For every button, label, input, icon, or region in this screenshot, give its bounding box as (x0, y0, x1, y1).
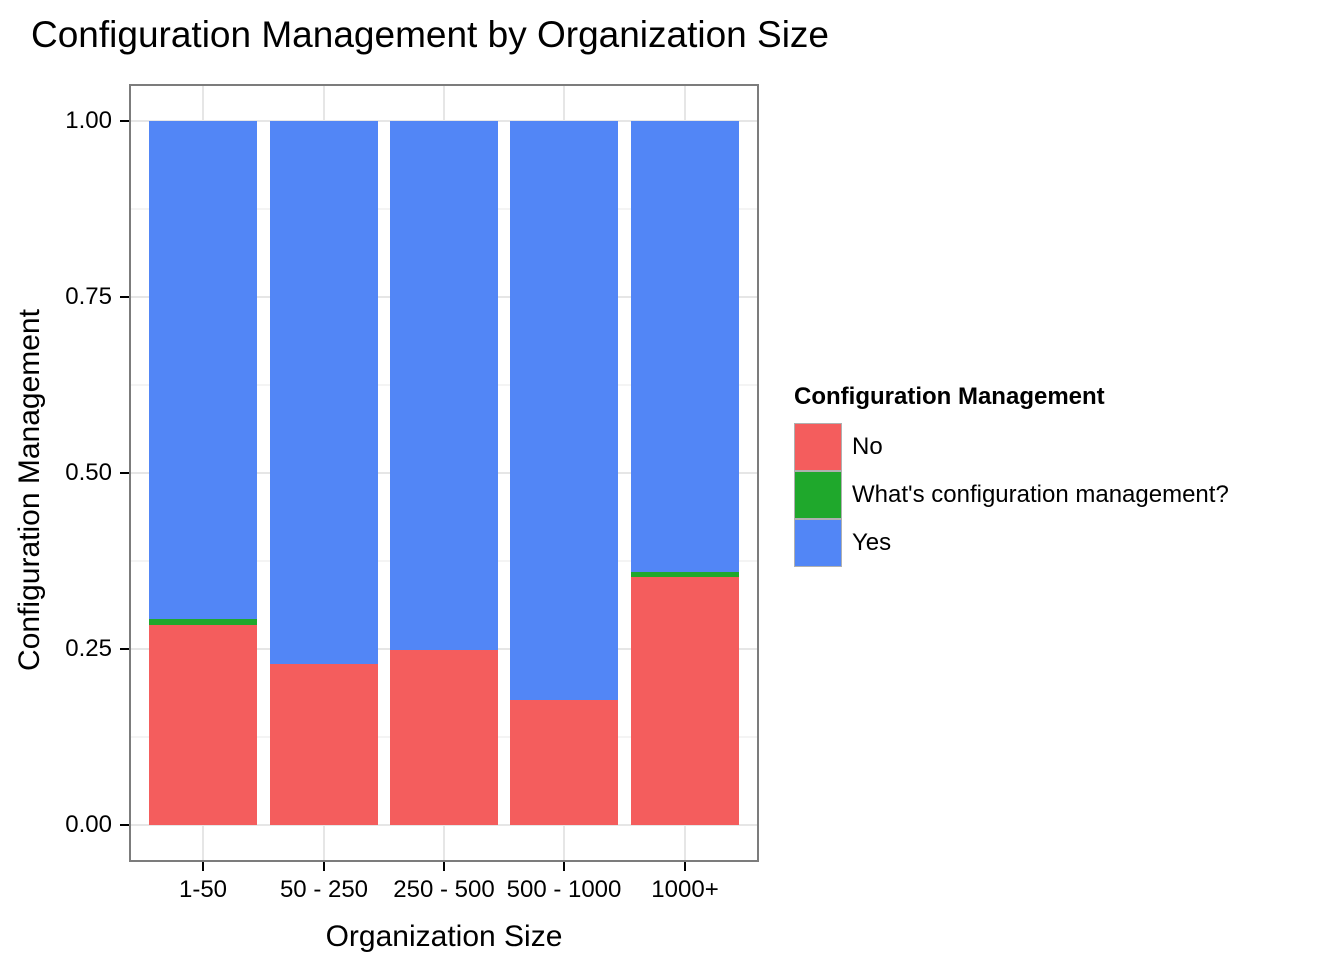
bar-segment-5 (631, 121, 739, 572)
x-tick-mark (202, 862, 204, 871)
bar-segment-3 (390, 121, 498, 650)
legend-item: Yes (794, 519, 1229, 567)
y-tick-label: 0.00 (65, 811, 112, 838)
x-tick-label: 1-50 (178, 876, 228, 903)
legend-swatch-2 (794, 471, 842, 519)
x-tick-mark (443, 862, 445, 871)
bar-segment-2 (270, 121, 378, 664)
chart-title: Configuration Management by Organization… (31, 14, 830, 55)
x-tick-mark (323, 862, 325, 871)
legend-item-label: What's configuration management? (852, 481, 1229, 508)
legend-title: Configuration Management (794, 383, 1105, 410)
x-tick-label: 500 - 1000 (506, 876, 622, 903)
y-tick-label: 0.25 (65, 635, 112, 662)
legend-item-label: No (852, 433, 883, 460)
legend: Configuration Management No What's config… (794, 383, 1229, 567)
plot-panel (129, 84, 759, 862)
bar-segment-1 (149, 121, 257, 619)
legend-items: No What's configuration management? Yes (794, 423, 1229, 567)
y-tick-label: 0.75 (65, 283, 112, 310)
bar-segment-5 (631, 572, 739, 577)
y-axis-title: Configuration Management (13, 309, 46, 671)
y-tick-label: 1.00 (65, 107, 112, 134)
y-tick-mark (120, 824, 129, 826)
y-tick-mark (120, 472, 129, 474)
legend-item: What's configuration management? (794, 471, 1229, 519)
x-axis-title: Organization Size (325, 920, 563, 953)
legend-item-label: Yes (852, 529, 892, 556)
bar-segment-3 (390, 650, 498, 825)
y-tick-mark (120, 120, 129, 122)
bar-segment-5 (631, 576, 739, 825)
y-tick-mark (120, 648, 129, 650)
bar-segment-4 (510, 121, 618, 700)
x-tick-label: 50 - 250 (279, 876, 369, 903)
bar-segment-1 (149, 625, 257, 825)
x-tick-label: 250 - 500 (393, 876, 495, 903)
bar-segment-1 (149, 619, 257, 625)
legend-item: No (794, 423, 1229, 471)
y-tick-mark (120, 296, 129, 298)
x-tick-label: 1000+ (651, 876, 719, 903)
legend-swatch-1 (794, 423, 842, 471)
x-tick-mark (684, 862, 686, 871)
bar-segment-2 (270, 664, 378, 825)
x-tick-mark (563, 862, 565, 871)
legend-swatch-3 (794, 519, 842, 567)
y-tick-label: 0.50 (65, 459, 112, 486)
bar-segment-4 (510, 700, 618, 825)
